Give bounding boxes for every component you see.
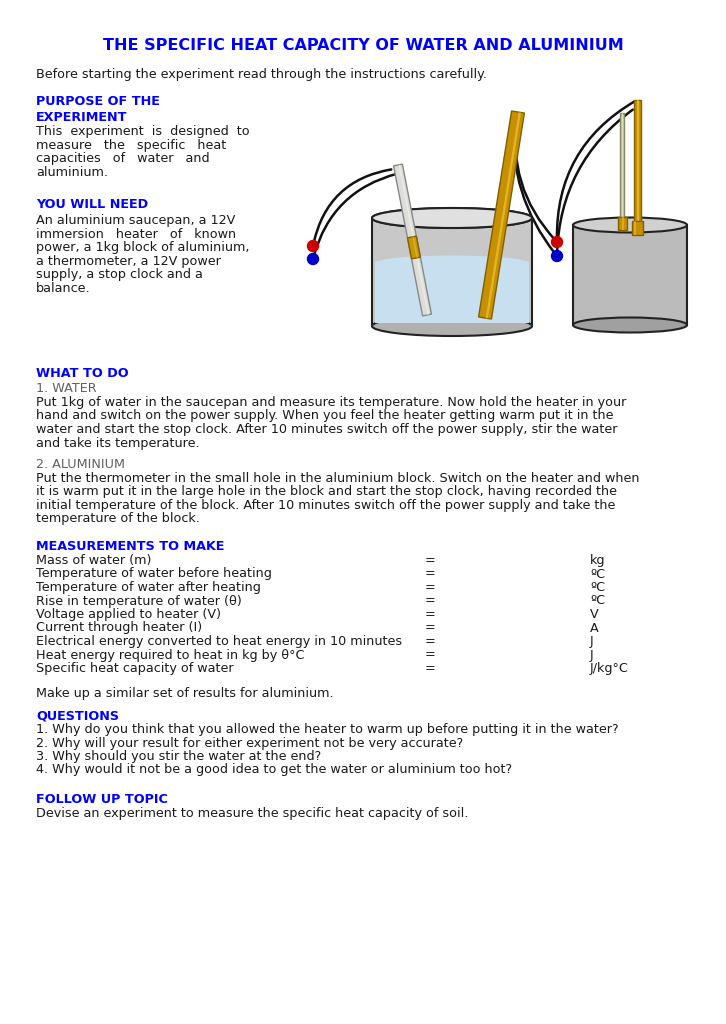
Text: balance.: balance. — [36, 282, 91, 295]
Text: =: = — [425, 554, 436, 567]
Text: supply, a stop clock and a: supply, a stop clock and a — [36, 268, 203, 281]
Text: power, a 1kg block of aluminium,: power, a 1kg block of aluminium, — [36, 241, 250, 254]
Text: =: = — [425, 648, 436, 662]
Text: Make up a similar set of results for aluminium.: Make up a similar set of results for alu… — [36, 687, 334, 700]
Text: A: A — [590, 622, 599, 635]
Circle shape — [308, 254, 319, 264]
Text: J/kg°C: J/kg°C — [590, 662, 629, 675]
Text: Temperature of water after heating: Temperature of water after heating — [36, 581, 261, 594]
Text: immersion   heater   of   known: immersion heater of known — [36, 227, 236, 241]
Text: hand and switch on the power supply. When you feel the heater getting warm put i: hand and switch on the power supply. Whe… — [36, 410, 613, 423]
Text: aluminium.: aluminium. — [36, 166, 108, 178]
Text: =: = — [425, 581, 436, 594]
Text: WHAT TO DO: WHAT TO DO — [36, 367, 129, 380]
Text: Before starting the experiment read through the instructions carefully.: Before starting the experiment read thro… — [36, 68, 487, 81]
Text: J: J — [590, 648, 594, 662]
Circle shape — [552, 237, 563, 248]
Text: V: V — [590, 608, 599, 621]
Text: =: = — [425, 635, 436, 648]
Text: ºC: ºC — [590, 567, 605, 581]
Text: FOLLOW UP TOPIC: FOLLOW UP TOPIC — [36, 793, 168, 806]
Polygon shape — [393, 164, 431, 315]
Text: initial temperature of the block. After 10 minutes switch off the power supply a: initial temperature of the block. After … — [36, 499, 616, 512]
Polygon shape — [399, 165, 429, 315]
Text: 3. Why should you stir the water at the end?: 3. Why should you stir the water at the … — [36, 750, 321, 763]
Text: 4. Why would it not be a good idea to get the water or aluminium too hot?: 4. Why would it not be a good idea to ge… — [36, 764, 512, 776]
Text: temperature of the block.: temperature of the block. — [36, 512, 200, 525]
Text: Put the thermometer in the small hole in the aluminium block. Switch on the heat: Put the thermometer in the small hole in… — [36, 471, 640, 484]
Ellipse shape — [372, 208, 532, 228]
Polygon shape — [486, 112, 521, 318]
Text: 2. Why will your result for either experiment not be very accurate?: 2. Why will your result for either exper… — [36, 736, 463, 750]
Text: Rise in temperature of water (θ): Rise in temperature of water (θ) — [36, 595, 242, 607]
Text: Mass of water (m): Mass of water (m) — [36, 554, 152, 567]
Polygon shape — [620, 113, 624, 230]
Polygon shape — [407, 237, 420, 259]
Bar — [375, 263, 529, 323]
Text: An aluminium saucepan, a 12V: An aluminium saucepan, a 12V — [36, 214, 235, 227]
Text: MEASUREMENTS TO MAKE: MEASUREMENTS TO MAKE — [36, 540, 224, 553]
Text: Temperature of water before heating: Temperature of water before heating — [36, 567, 272, 581]
Polygon shape — [412, 237, 418, 258]
Polygon shape — [478, 111, 524, 319]
Text: capacities   of   water   and: capacities of water and — [36, 152, 210, 165]
Text: =: = — [425, 567, 436, 581]
Text: 1. Why do you think that you allowed the heater to warm up before putting it in : 1. Why do you think that you allowed the… — [36, 723, 619, 736]
Text: it is warm put it in the large hole in the block and start the stop clock, havin: it is warm put it in the large hole in t… — [36, 485, 617, 498]
Ellipse shape — [375, 256, 529, 270]
Bar — [573, 225, 687, 325]
Text: ºC: ºC — [590, 595, 605, 607]
Text: YOU WILL NEED: YOU WILL NEED — [36, 198, 148, 211]
Text: Heat energy required to heat in kg by θ°C: Heat energy required to heat in kg by θ°… — [36, 648, 304, 662]
Ellipse shape — [372, 208, 532, 228]
Text: =: = — [425, 622, 436, 635]
Text: water and start the stop clock. After 10 minutes switch off the power supply, st: water and start the stop clock. After 10… — [36, 423, 618, 436]
Text: =: = — [425, 662, 436, 675]
Text: and take its temperature.: and take its temperature. — [36, 436, 200, 450]
Ellipse shape — [573, 217, 687, 232]
Text: ºC: ºC — [590, 581, 605, 594]
Text: J: J — [590, 635, 594, 648]
Text: Voltage applied to heater (V): Voltage applied to heater (V) — [36, 608, 221, 621]
Text: PURPOSE OF THE
EXPERIMENT: PURPOSE OF THE EXPERIMENT — [36, 95, 160, 124]
Polygon shape — [637, 100, 639, 230]
Text: =: = — [425, 595, 436, 607]
Text: Current through heater (I): Current through heater (I) — [36, 622, 202, 635]
Text: measure   the   specific   heat: measure the specific heat — [36, 138, 227, 152]
Text: Devise an experiment to measure the specific heat capacity of soil.: Devise an experiment to measure the spec… — [36, 807, 468, 819]
Text: 1. WATER: 1. WATER — [36, 383, 97, 395]
Text: a thermometer, a 12V power: a thermometer, a 12V power — [36, 255, 221, 267]
Ellipse shape — [573, 317, 687, 333]
Text: QUESTIONS: QUESTIONS — [36, 710, 119, 723]
Polygon shape — [618, 217, 627, 230]
Text: Put 1kg of water in the saucepan and measure its temperature. Now hold the heate: Put 1kg of water in the saucepan and mea… — [36, 396, 627, 409]
Text: Specific heat capacity of water: Specific heat capacity of water — [36, 662, 234, 675]
Circle shape — [308, 241, 319, 252]
Bar — [372, 218, 532, 326]
Text: kg: kg — [590, 554, 605, 567]
Text: =: = — [425, 608, 436, 621]
Text: This  experiment  is  designed  to: This experiment is designed to — [36, 125, 250, 138]
Polygon shape — [634, 100, 640, 230]
Polygon shape — [632, 221, 643, 234]
Polygon shape — [622, 217, 624, 230]
Text: Electrical energy converted to heat energy in 10 minutes: Electrical energy converted to heat ener… — [36, 635, 402, 648]
Text: THE SPECIFIC HEAT CAPACITY OF WATER AND ALUMINIUM: THE SPECIFIC HEAT CAPACITY OF WATER AND … — [102, 38, 624, 53]
Ellipse shape — [372, 316, 532, 336]
Polygon shape — [635, 221, 637, 234]
Circle shape — [552, 251, 563, 261]
Text: 2. ALUMINIUM: 2. ALUMINIUM — [36, 458, 125, 471]
